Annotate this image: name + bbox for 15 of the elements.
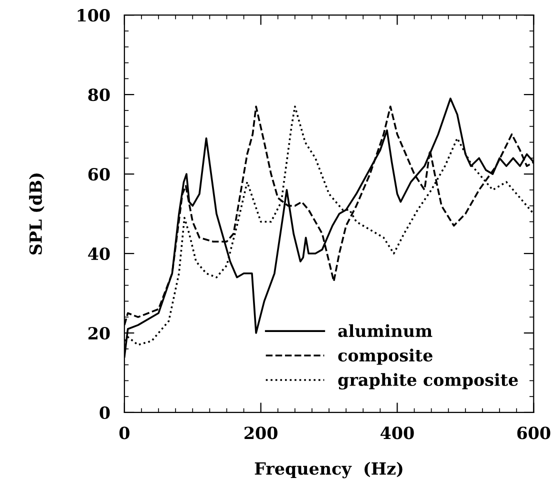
x-tick-label: 200 xyxy=(244,426,278,440)
y-tick-label: 80 xyxy=(88,88,110,102)
legend-label: graphite composite xyxy=(338,373,518,390)
y-tick-label: 60 xyxy=(88,168,110,181)
y-tick-label: 0 xyxy=(100,406,110,420)
y-axis-title: SPL (dB) xyxy=(29,174,44,254)
x-tick-label: 0 xyxy=(119,426,130,440)
legend-label: composite xyxy=(338,348,432,365)
legend-label: aluminum xyxy=(338,324,432,338)
x-tick-label: 400 xyxy=(380,426,414,440)
x-tick-label: 600 xyxy=(517,426,550,440)
y-tick-label: 40 xyxy=(88,247,110,260)
y-tick-label: 100 xyxy=(78,9,110,22)
x-axis-title: Frequency (Hz) xyxy=(254,462,402,478)
y-tick-label: 20 xyxy=(88,326,110,340)
